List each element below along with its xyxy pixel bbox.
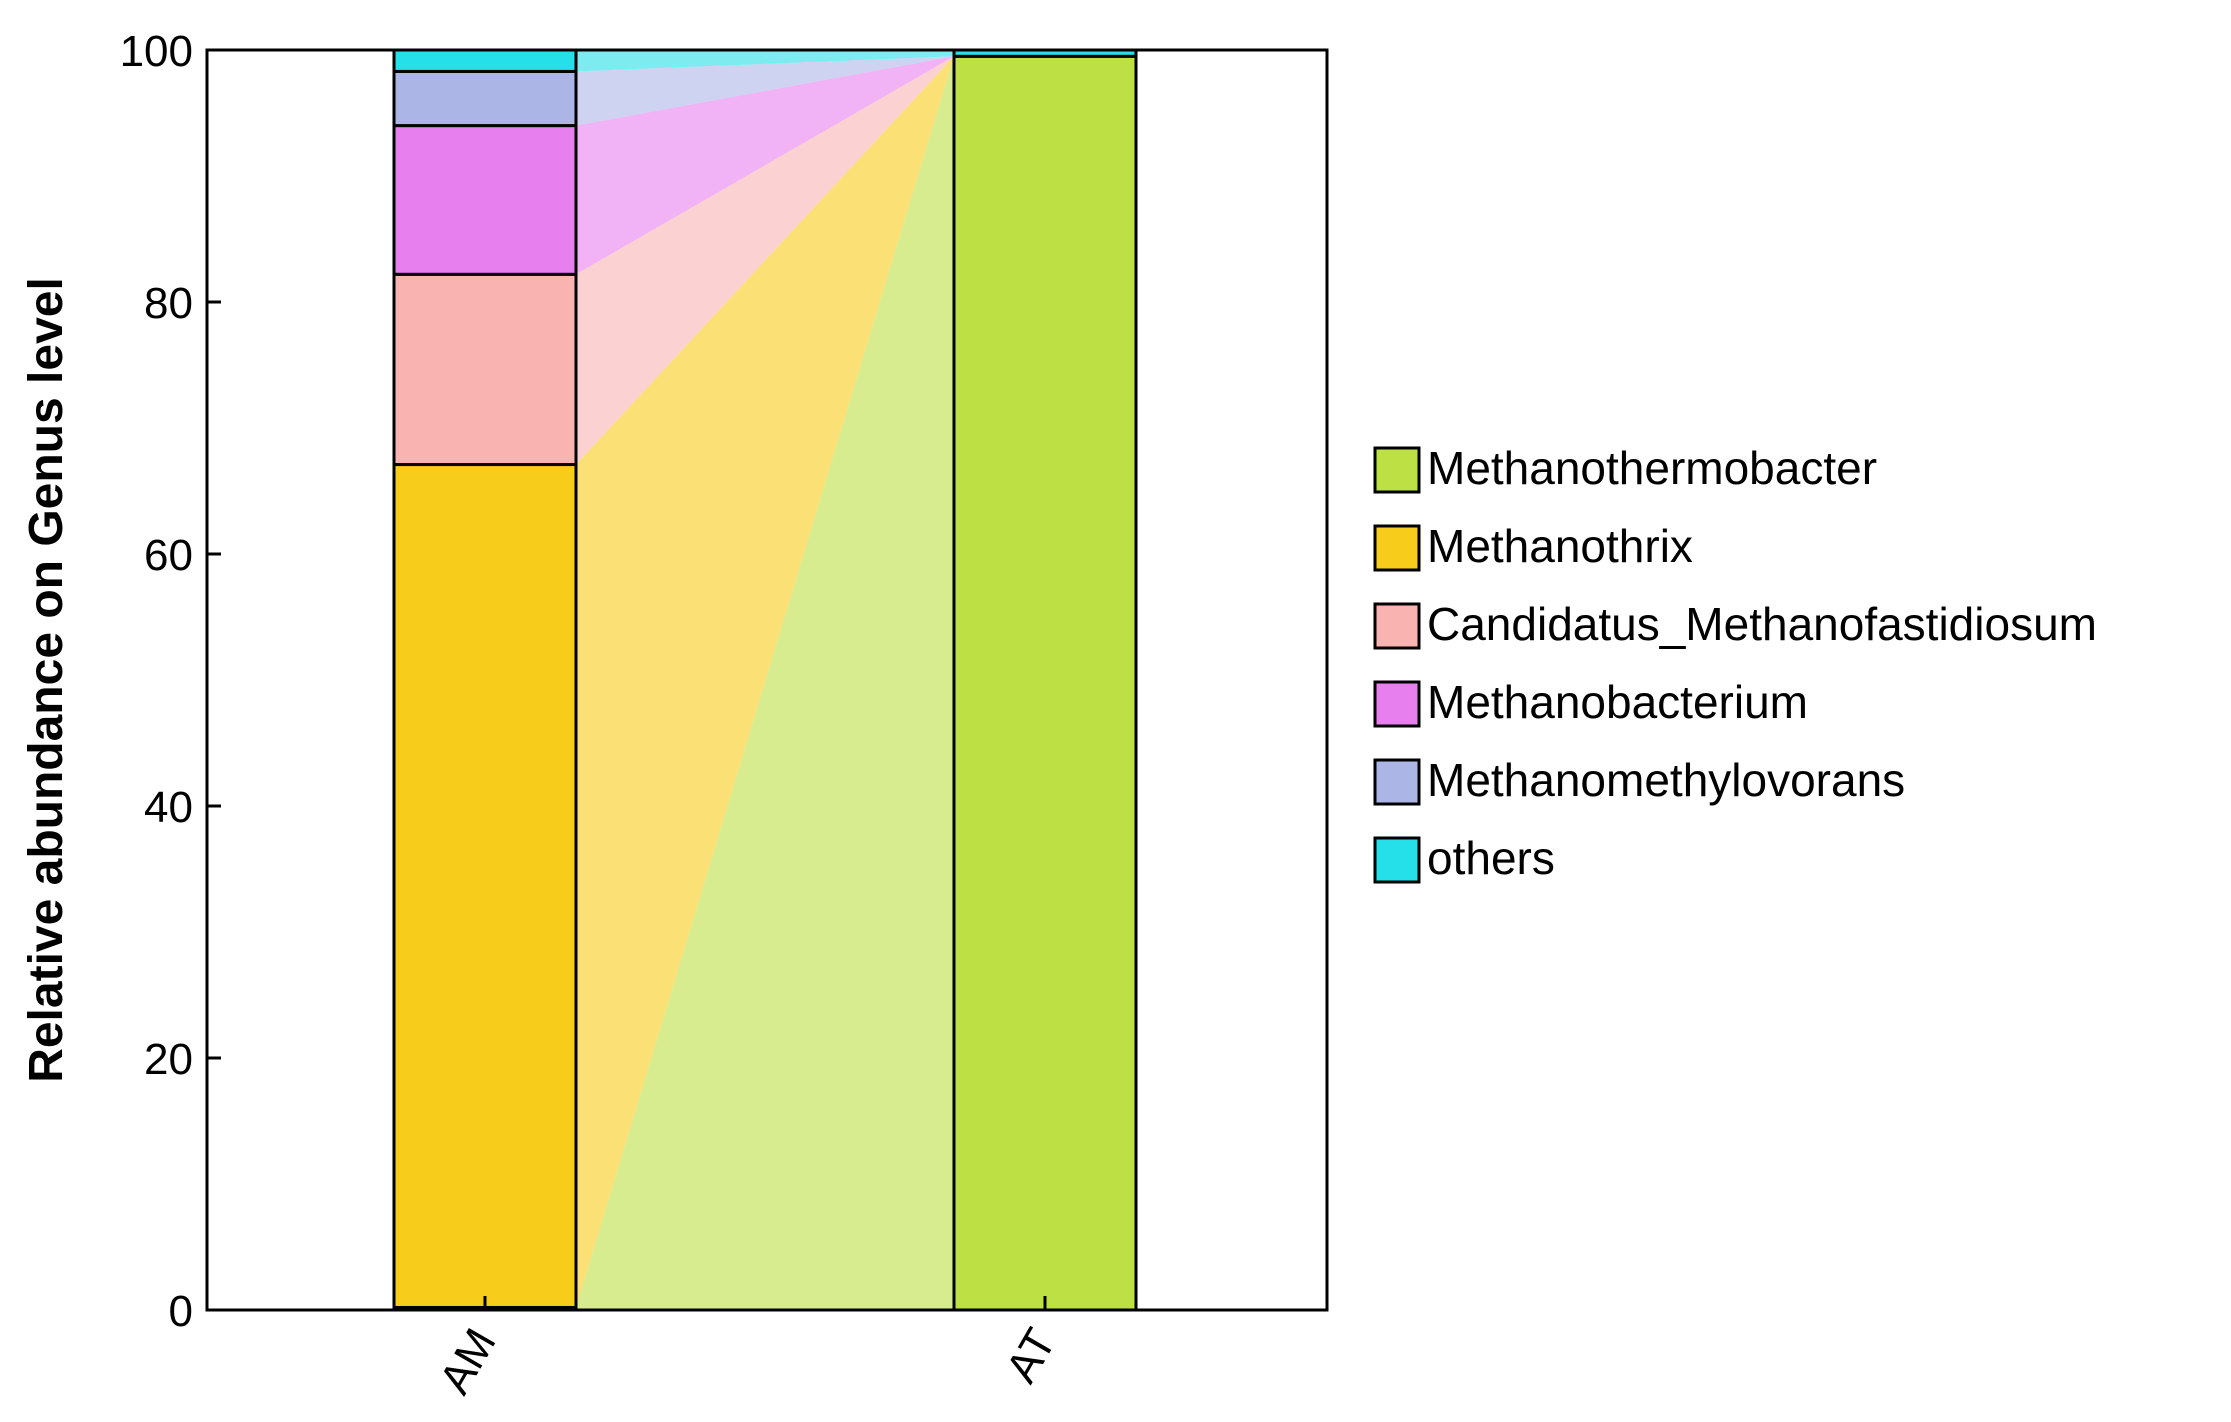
- legend-label: others: [1427, 832, 1555, 884]
- flow-band-methanomethylovorans: [576, 56, 954, 126]
- plot-frame: [205, 48, 1329, 1312]
- y-tick-label: 100: [120, 27, 193, 76]
- legend-label: Methanomethylovorans: [1427, 754, 1905, 806]
- bar-am-methanothrix: [392, 463, 578, 1309]
- x-axis: AM AT: [430, 1296, 1066, 1403]
- bar-am-candidatus-methanofastidiosum: [392, 272, 578, 467]
- y-tick-label: 20: [144, 1035, 193, 1084]
- x-tick-label-am: AM: [430, 1321, 505, 1403]
- legend-swatch: [1373, 446, 1421, 494]
- y-tick-label: 40: [144, 783, 193, 832]
- y-tick-label: 60: [144, 531, 193, 580]
- legend-label: Methanothrix: [1427, 520, 1693, 572]
- legend-label: Methanobacterium: [1427, 676, 1808, 728]
- legend-swatch: [1373, 758, 1421, 806]
- flow-band-others: [576, 50, 954, 72]
- bar-am-methanomethylovorans: [392, 69, 578, 128]
- legend: Methanothermobacter Methanothrix Candidatu…: [1373, 442, 2097, 884]
- bar-am-others: [392, 48, 578, 73]
- legend-label: Candidatus_Methanofastidiosum: [1427, 598, 2097, 650]
- legend-label: Methanothermobacter: [1427, 442, 1877, 494]
- flow-band-methanothermobacter: [576, 56, 954, 1310]
- flow-band-methanobacterium: [576, 56, 954, 275]
- flow-bands: [576, 50, 954, 1310]
- y-tick-label: 80: [144, 279, 193, 328]
- legend-swatch: [1373, 836, 1421, 884]
- y-axis: 0 20 40 60 80 100: [120, 27, 221, 1336]
- bar-at-methanothermobacter: [952, 54, 1138, 1312]
- flow-band-methanothrix: [576, 56, 954, 1308]
- legend-swatch: [1373, 524, 1421, 572]
- y-axis-label: Relative abundance on Genus level: [20, 277, 73, 1083]
- bars: [392, 48, 1138, 1312]
- legend-swatch: [1373, 680, 1421, 728]
- y-tick-label: 0: [169, 1287, 193, 1336]
- legend-swatch: [1373, 602, 1421, 650]
- x-tick-label-at: AT: [997, 1321, 1066, 1391]
- bar-am-methanobacterium: [392, 124, 578, 276]
- flow-band-candidatus-methanofastidiosum: [576, 56, 954, 465]
